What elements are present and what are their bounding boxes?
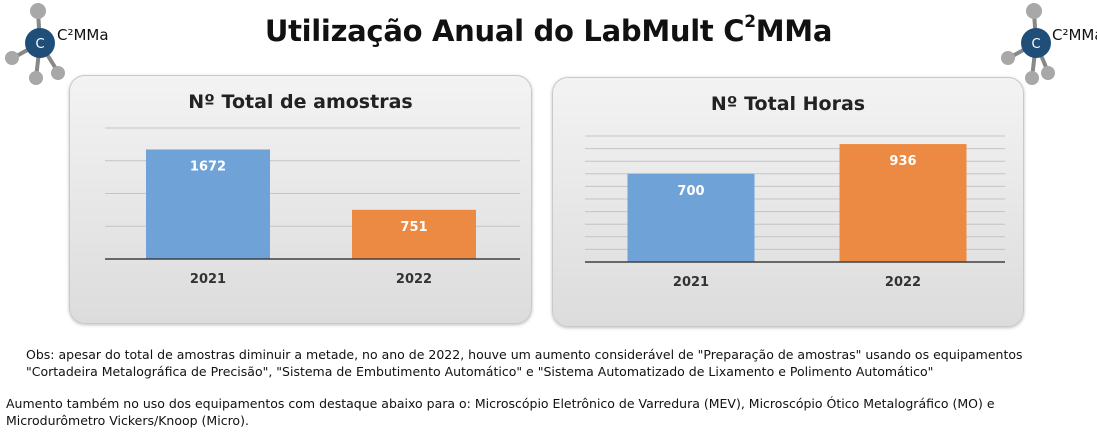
data-label: 700 (677, 184, 704, 199)
logo-text: C²MMa (57, 26, 109, 44)
molecule-icon: C C²MMa (5, 3, 109, 85)
note-equipment: Aumento também no uso dos equipamentos c… (6, 396, 995, 428)
data-label: 751 (400, 220, 427, 235)
chart-hours: 700 2021 936 2022 (585, 135, 1005, 290)
molecule-icon: C C²MMa (1001, 3, 1097, 85)
chart-title: Nº Total Horas (710, 93, 866, 115)
logo-right: C C²MMa (992, 0, 1097, 90)
page-title: Utilização Anual do LabMult C2MMa (264, 12, 833, 48)
chart-title: Nº Total de amostras (188, 91, 413, 113)
bar-2021 (627, 173, 755, 262)
chart-panel-samples: Nº Total de amostras 1672 2021 751 2022 (69, 75, 532, 324)
chart-samples: 1672 2021 751 2022 (105, 127, 520, 287)
category-label: 2021 (673, 275, 709, 290)
data-label: 1672 (190, 159, 226, 174)
svg-text:C: C (1031, 37, 1040, 52)
data-label: 936 (889, 154, 916, 169)
bar-2022 (839, 144, 967, 262)
note-observation: Obs: apesar do total de amostras diminui… (26, 347, 1023, 379)
category-label: 2022 (396, 272, 432, 287)
category-label: 2021 (190, 272, 226, 287)
bar-2021 (146, 149, 270, 259)
chart-panel-hours: Nº Total Horas 700 2021 936 2022 (552, 77, 1024, 327)
svg-text:C: C (35, 37, 44, 52)
logo-left: C C²MMa (0, 0, 110, 90)
category-label: 2022 (885, 275, 921, 290)
logo-text: C²MMa (1052, 26, 1097, 44)
bar-2022 (352, 209, 476, 259)
